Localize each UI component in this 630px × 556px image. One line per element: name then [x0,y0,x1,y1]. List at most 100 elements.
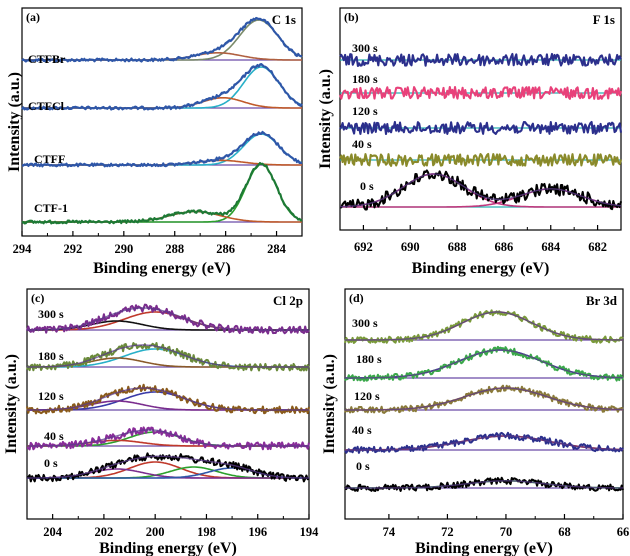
y-axis-label: Intensity (a.u.) [317,69,334,169]
x-tick-label: 70 [500,525,513,539]
series-label: 180 s [38,349,64,363]
fit-envelope [22,64,303,109]
raw-spectrum [344,476,625,492]
series-ctfbr: CTFBr [21,16,303,66]
x-tick-label: 66 [617,525,630,539]
panel-b: 692 690 688 686 684 682 Binding energy (eV) Int… [317,7,623,277]
panel-title: Cl 2p [273,293,303,308]
x-tick-label: 202 [95,525,114,539]
series-180-s: 180 s [26,342,310,372]
fit-envelope [345,311,624,341]
series-label: 300 s [352,41,378,55]
x-tick-label: 686 [495,240,514,254]
series-300-s: 300 s [339,41,622,68]
fit-envelope [345,435,623,451]
x-tick-label: 196 [248,525,267,539]
x-axis-label: Binding energy (eV) [99,540,237,556]
series-40-s: 40 s [27,426,311,451]
x-tick-label: 684 [541,240,561,254]
series-300-s: 300 s [343,309,624,344]
component-peak [22,66,303,109]
series-ctff: CTFF [21,130,303,168]
x-tick-label: 682 [588,240,607,254]
series-label: 40 s [352,423,372,437]
series-180-s: 180 s [344,345,624,382]
series-label: CTFBr [28,52,66,66]
panel-c: 204 202 200 198 196 194 Binding energy (eV) Int… [3,288,319,556]
x-tick-label: 688 [448,240,467,254]
fit-envelope [27,429,309,447]
fit-envelope [27,455,309,479]
plot-frame [21,7,303,237]
x-tick-label: 288 [165,242,184,256]
series-0-s: 0 s [26,452,310,483]
panel-label: (d) [349,291,364,305]
x-axis-label: Binding energy (eV) [415,540,553,556]
series-label: CTFCl [28,99,65,113]
panel-d: 74 72 70 68 66 Binding energy (eV) Intensity (… [321,288,630,556]
series-120-s: 120 s [25,383,311,415]
x-tick-label: 200 [146,525,165,539]
x-tick-label: 294 [13,242,33,256]
raw-spectrum [21,62,303,111]
x-tick-label: 198 [197,525,216,539]
x-tick-label: 204 [43,525,63,539]
series-40-s: 40 s [339,137,623,167]
fit-envelope [27,344,309,368]
fit-envelope [22,162,303,223]
panel-a: 294 292 290 288 286 284 Binding energy (eV) Int… [6,7,303,277]
series-label: 300 s [38,307,64,321]
panel-title: C 1s [272,12,296,27]
series-120-s: 120 s [344,384,624,414]
x-tick-label: 74 [383,525,396,539]
raw-spectrum [344,384,624,414]
x-tick-label: 692 [354,240,373,254]
series-ctf-1: CTF-1 [21,161,303,225]
plot-frame [26,288,310,520]
raw-spectrum [339,152,623,167]
series-label: CTF-1 [34,201,68,215]
fit-envelope [345,480,623,489]
raw-spectrum [339,169,623,211]
raw-spectrum [344,431,624,454]
fit-envelope [27,387,309,411]
series-0-s: 0 s [344,459,625,492]
raw-spectrum [339,120,623,136]
fit-envelope [340,173,622,208]
raw-spectrum [339,52,622,68]
series-300-s: 300 s [25,303,310,335]
fit-envelope [22,132,303,166]
y-axis-label: Intensity (a.u.) [321,354,338,454]
series-0-s: 0 s [339,169,623,211]
series-label: CTFF [34,152,65,166]
x-axis-label: Binding energy (eV) [93,260,231,277]
panel-title: Br 3d [586,293,618,308]
panel-label: (a) [26,10,40,24]
component-peak [22,97,302,109]
panel-title: F 1s [593,12,615,27]
y-axis-label: Intensity (a.u.) [3,354,20,454]
series-label: 120 s [352,104,378,118]
series-label: 180 s [356,352,382,366]
x-tick-label: 690 [401,240,420,254]
series-label: 0 s [360,179,374,193]
series-ctfcl: CTFCl [21,62,303,113]
series-120-s: 120 s [339,104,623,136]
plot-frame [344,288,624,520]
series-label: 180 s [352,72,378,86]
x-tick-label: 68 [558,525,571,539]
fit-envelope [345,349,623,379]
x-tick-label: 292 [64,242,83,256]
series-label: 0 s [356,459,370,473]
panel-label: (b) [344,10,359,24]
series-label: 300 s [352,316,378,330]
x-tick-label: 290 [114,242,133,256]
y-axis-label: Intensity (a.u.) [6,72,23,172]
series-180-s: 180 s [339,72,623,100]
fit-envelope [345,387,623,411]
series-label: 120 s [38,389,64,403]
panel-label: (c) [31,291,44,305]
series-label: 40 s [44,429,64,443]
x-tick-label: 72 [441,525,454,539]
